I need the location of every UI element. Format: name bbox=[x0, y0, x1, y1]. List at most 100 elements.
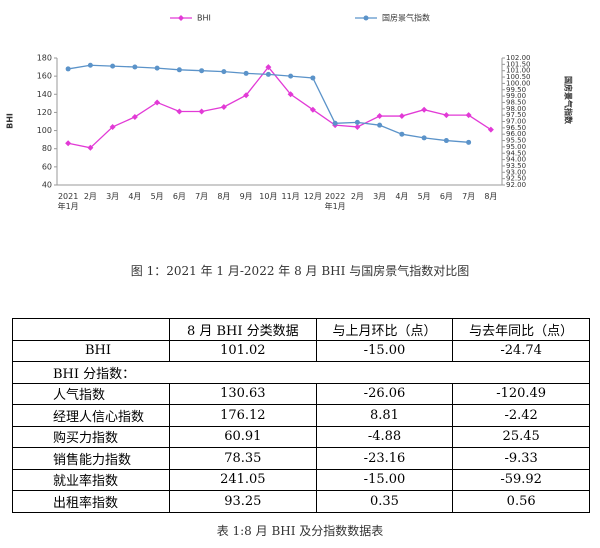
y-tick-label: 140 bbox=[37, 90, 52, 99]
x-tick-label: 3月 bbox=[373, 192, 387, 201]
x-tick-label: 4月 bbox=[395, 192, 409, 201]
table-cell: 购买力指数 bbox=[12, 425, 170, 448]
y2-tick-label: 98.00 bbox=[506, 105, 526, 113]
chart: 40 60 80 100 120 140 160 180 92.0092.5093.0093.5… bbox=[6, 13, 574, 190]
table-cell: BHI 分指数： bbox=[12, 361, 590, 384]
x-tick-label: 4月 bbox=[128, 192, 142, 201]
x-tick-label: 2022 年1月 bbox=[324, 192, 346, 211]
point bbox=[243, 70, 249, 76]
y-tick-label: 180 bbox=[37, 54, 52, 63]
y-axis-label: BHI bbox=[6, 113, 15, 129]
point bbox=[288, 73, 294, 79]
table-cell: BHI bbox=[12, 339, 170, 362]
y-tick-label: 120 bbox=[37, 108, 52, 117]
point bbox=[310, 75, 316, 81]
point bbox=[221, 69, 227, 75]
legend-marker bbox=[178, 15, 184, 21]
y2-tick-label: 101.50 bbox=[506, 60, 531, 68]
y2-tick-label: 92.50 bbox=[506, 175, 526, 183]
point bbox=[443, 112, 450, 119]
table-cell: 就业率指数 bbox=[12, 468, 170, 491]
y2-tick-label: 96.00 bbox=[506, 130, 526, 138]
table-cell: 25.45 bbox=[452, 425, 590, 448]
table-header-row: 8 月 BHI 分类数据 与上月环比（点） 与去年同比（点） bbox=[12, 318, 590, 341]
y2-tick-label: 100.00 bbox=[506, 79, 531, 87]
table-cell: -4.88 bbox=[315, 425, 454, 448]
table-row: 就业率指数 241.05 -15.00 -59.92 bbox=[12, 468, 590, 491]
point bbox=[465, 112, 472, 119]
table-cell: 出租率指数 bbox=[12, 490, 170, 513]
point bbox=[198, 108, 205, 115]
y2-tick-label: 95.50 bbox=[506, 137, 526, 145]
table-cell: 8.81 bbox=[315, 404, 454, 427]
y2-tick-label: 95.00 bbox=[506, 143, 526, 151]
point bbox=[110, 63, 116, 69]
point bbox=[109, 123, 116, 130]
table-cell: 101.02 bbox=[169, 339, 317, 362]
point bbox=[265, 64, 272, 71]
figure-caption: 图 1：2021 年 1 月-2022 年 8 月 BHI 与国房景气指数对比图 bbox=[130, 264, 470, 278]
table-row: 购买力指数 60.91 -4.88 25.45 bbox=[12, 425, 590, 448]
table-cell: -59.92 bbox=[452, 468, 590, 491]
point bbox=[398, 113, 405, 120]
table-cell: -120.49 bbox=[452, 382, 590, 405]
table-header-cell: 8 月 BHI 分类数据 bbox=[169, 318, 317, 341]
point bbox=[377, 122, 383, 128]
y2-tick-label: 94.50 bbox=[506, 149, 526, 157]
point bbox=[154, 99, 161, 106]
point bbox=[399, 131, 405, 137]
point bbox=[376, 113, 383, 120]
table-cell: -15.00 bbox=[315, 339, 454, 362]
table-cell: 78.35 bbox=[169, 447, 317, 470]
series-line bbox=[67, 66, 492, 149]
x-tick-label: 11月 bbox=[281, 192, 300, 201]
point bbox=[176, 108, 183, 115]
point bbox=[243, 92, 250, 99]
legend-label: 国房景气指数 bbox=[382, 13, 430, 23]
point bbox=[176, 67, 182, 73]
y2-tick-label: 94.00 bbox=[506, 156, 526, 164]
table-row: BHI 分指数： bbox=[12, 361, 590, 384]
point bbox=[87, 62, 93, 68]
point bbox=[132, 64, 138, 70]
table-header-cell: 与上月环比（点） bbox=[315, 318, 454, 341]
y-tick-label: 160 bbox=[37, 72, 52, 81]
y-tick-label: 40 bbox=[42, 181, 52, 190]
y2-tick-label: 93.00 bbox=[506, 168, 526, 176]
table-row: BHI 101.02 -15.00 -24.74 bbox=[12, 339, 590, 362]
point bbox=[487, 126, 494, 133]
table-cell: -23.16 bbox=[315, 447, 454, 470]
point bbox=[265, 71, 271, 77]
table-cell: 销售能力指数 bbox=[12, 447, 170, 470]
table-cell: 130.63 bbox=[169, 382, 317, 405]
x-tick-label: 6月 bbox=[439, 192, 453, 201]
table-row: 销售能力指数 78.35 -23.16 -9.33 bbox=[12, 447, 590, 470]
point bbox=[354, 123, 361, 130]
table-cell: 241.05 bbox=[169, 468, 317, 491]
data-table: 8 月 BHI 分类数据 与上月环比（点） 与去年同比（点） BHI 101.02 -15… bbox=[12, 318, 590, 513]
x-tick-label: 2月 bbox=[350, 192, 364, 201]
y2-axis-label: 国房景气指数 bbox=[564, 76, 574, 125]
table-row: 人气指数 130.63 -26.06 -120.49 bbox=[12, 382, 590, 405]
table-cell: 0.56 bbox=[452, 490, 590, 513]
y2-tick-label: 96.50 bbox=[506, 124, 526, 132]
x-tick-label: 6月 bbox=[172, 192, 186, 201]
table-cell: 0.35 bbox=[315, 490, 454, 513]
x-tick-label: 9月 bbox=[239, 192, 253, 201]
y2-tick-label: 93.50 bbox=[506, 162, 526, 170]
table-header-cell bbox=[12, 318, 170, 341]
table-cell: -9.33 bbox=[452, 447, 590, 470]
x-tick-label: 5月 bbox=[150, 192, 164, 201]
x-tick-label: 8月 bbox=[484, 192, 498, 201]
table-cell: -15.00 bbox=[315, 468, 454, 491]
point bbox=[332, 120, 338, 126]
point bbox=[309, 106, 316, 113]
y-tick-label: 80 bbox=[42, 144, 52, 153]
x-tick-label: 5月 bbox=[417, 192, 431, 201]
y2-tick-label: 97.00 bbox=[506, 118, 526, 126]
table-cell: 经理人信心指数 bbox=[12, 404, 170, 427]
y2-tick-label: 92.00 bbox=[506, 181, 526, 189]
table-row: 出租率指数 93.25 0.35 0.56 bbox=[12, 490, 590, 513]
legend-marker bbox=[363, 15, 369, 21]
